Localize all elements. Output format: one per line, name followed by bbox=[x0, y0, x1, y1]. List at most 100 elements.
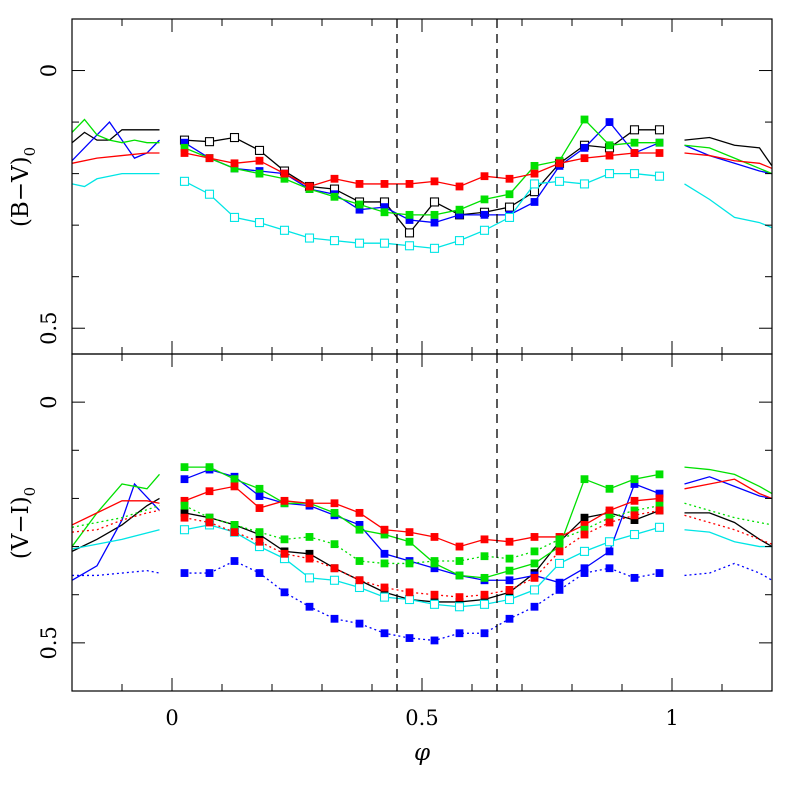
data-point bbox=[230, 482, 239, 491]
data-point bbox=[480, 552, 489, 561]
data-point bbox=[355, 576, 364, 585]
data-point bbox=[330, 564, 339, 573]
data-point bbox=[554, 558, 565, 568]
data-point bbox=[280, 496, 289, 505]
series-line-wrap-right bbox=[684, 502, 773, 526]
data-point bbox=[505, 174, 514, 183]
data-point bbox=[580, 569, 589, 577]
data-point bbox=[454, 236, 465, 246]
series-line-wrap-left bbox=[71, 118, 160, 144]
bottom-panel-series bbox=[71, 463, 773, 645]
data-point bbox=[579, 546, 590, 556]
top-panel-reference-lines bbox=[396, 19, 498, 354]
series-line-wrap-right bbox=[684, 562, 773, 581]
data-point bbox=[380, 549, 389, 558]
data-point bbox=[479, 599, 490, 609]
data-point bbox=[204, 137, 215, 147]
data-point bbox=[605, 547, 614, 556]
series-line-wrap-left bbox=[71, 529, 160, 550]
data-point bbox=[255, 156, 264, 165]
series-line-wrap-right bbox=[684, 478, 773, 500]
data-point bbox=[305, 182, 314, 191]
series-line-wrap-right bbox=[684, 512, 773, 548]
data-point bbox=[330, 508, 339, 517]
series-line bbox=[184, 560, 660, 642]
data-point bbox=[430, 210, 439, 219]
data-point bbox=[380, 559, 389, 568]
data-point bbox=[180, 149, 189, 157]
data-point bbox=[480, 590, 489, 599]
data-point bbox=[455, 593, 464, 602]
series-line-wrap-right bbox=[684, 466, 773, 495]
data-point bbox=[555, 578, 564, 587]
data-point bbox=[355, 508, 364, 517]
data-point bbox=[280, 588, 289, 597]
series-line-wrap-left bbox=[71, 500, 160, 526]
x-tick-label: 0 bbox=[165, 706, 178, 730]
data-point bbox=[405, 528, 414, 537]
data-point bbox=[279, 225, 290, 235]
data-point bbox=[480, 195, 489, 204]
series-line-wrap-left bbox=[71, 129, 160, 144]
data-point bbox=[654, 125, 665, 135]
data-point bbox=[605, 118, 614, 126]
data-point bbox=[430, 177, 439, 186]
data-point bbox=[205, 463, 214, 472]
bottom-panel: 0 0.5 0 0.5 1 (V−I)0 φ bbox=[8, 353, 773, 766]
data-point bbox=[554, 176, 565, 186]
data-point bbox=[355, 200, 364, 209]
data-point bbox=[605, 564, 614, 573]
data-point bbox=[480, 629, 489, 638]
data-point bbox=[329, 575, 340, 585]
series-line-wrap-right bbox=[684, 144, 773, 175]
data-point bbox=[580, 530, 589, 539]
data-point bbox=[530, 198, 539, 206]
data-point bbox=[605, 484, 614, 493]
data-point bbox=[580, 115, 589, 124]
data-point bbox=[454, 602, 465, 612]
data-point bbox=[330, 192, 339, 201]
data-point bbox=[380, 583, 389, 592]
data-point bbox=[529, 187, 540, 197]
data-point bbox=[354, 582, 365, 593]
data-point bbox=[330, 174, 339, 183]
data-point bbox=[455, 571, 464, 580]
data-point bbox=[555, 586, 564, 594]
data-point bbox=[255, 537, 264, 546]
data-point bbox=[630, 496, 639, 505]
data-point bbox=[529, 585, 540, 595]
series-line-wrap-left bbox=[71, 509, 160, 533]
data-point bbox=[230, 159, 239, 168]
data-point bbox=[180, 463, 189, 472]
data-point bbox=[405, 210, 414, 219]
data-point bbox=[329, 236, 340, 246]
data-point bbox=[505, 614, 514, 623]
data-point bbox=[455, 205, 464, 214]
series-line bbox=[184, 121, 660, 224]
data-point bbox=[555, 547, 564, 556]
data-point bbox=[455, 542, 464, 551]
data-point bbox=[205, 518, 214, 527]
data-point bbox=[480, 172, 489, 181]
data-point bbox=[355, 619, 364, 628]
data-point bbox=[655, 470, 664, 479]
data-point bbox=[655, 149, 664, 157]
data-point bbox=[505, 190, 514, 199]
data-point bbox=[630, 138, 639, 147]
data-point bbox=[180, 501, 189, 510]
bottom-panel-ticks: 0 0.5 0 0.5 1 bbox=[37, 353, 773, 730]
series-line-wrap-left bbox=[71, 505, 160, 528]
series-line bbox=[184, 466, 660, 579]
data-point bbox=[255, 528, 264, 537]
y-tick-label: 0.5 bbox=[37, 312, 61, 345]
data-point bbox=[405, 634, 414, 642]
data-point bbox=[629, 529, 640, 540]
top-panel: 00.5 (B−V)0 bbox=[8, 18, 773, 355]
data-point bbox=[530, 169, 539, 178]
data-point bbox=[230, 528, 239, 537]
series-line-wrap-left bbox=[71, 497, 160, 552]
series-line-wrap-right bbox=[684, 476, 773, 500]
data-point bbox=[480, 535, 489, 544]
series-line bbox=[184, 118, 660, 216]
